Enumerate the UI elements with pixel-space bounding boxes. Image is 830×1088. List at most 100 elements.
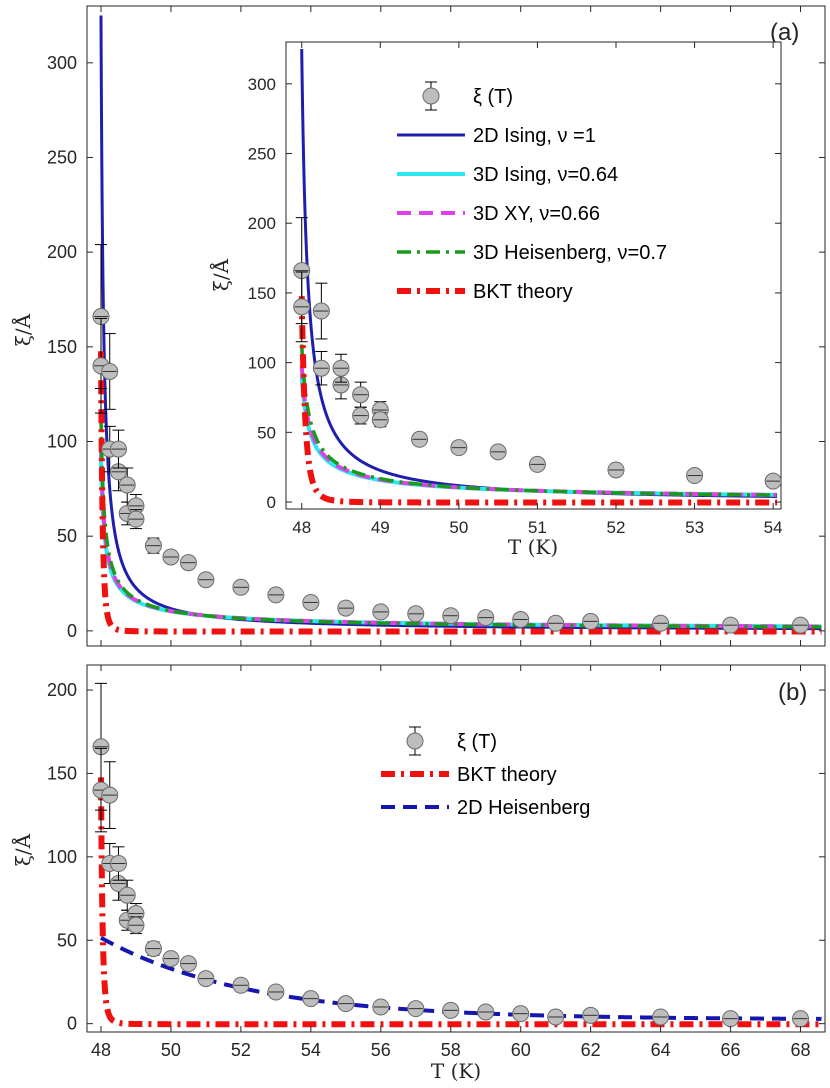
panel-b-ylabel: ξ/Å bbox=[10, 833, 35, 866]
panel-a-point-10 bbox=[144, 537, 162, 555]
inset-point-1 bbox=[293, 271, 311, 343]
panel-a-ticks: 0 50 100 150 200 250 300 bbox=[47, 6, 825, 646]
inset-xtick-label-1: 49 bbox=[371, 518, 390, 537]
panel-a-frame bbox=[86, 5, 826, 647]
panel-b-point-19 bbox=[407, 1000, 425, 1018]
panel-a-point-12 bbox=[179, 554, 197, 572]
panel-a-ytick-label-0: 0 bbox=[67, 621, 77, 641]
panel-a-ytick-label-3: 150 bbox=[47, 337, 77, 357]
inset-ytick-label-2: 100 bbox=[248, 354, 276, 373]
panel-a-point-26 bbox=[722, 616, 740, 634]
panel-b-legend-label-1: BKT theory bbox=[457, 764, 557, 786]
panel-b-xtick-label-9: 66 bbox=[721, 1040, 741, 1060]
panel-a-point-2 bbox=[101, 333, 119, 410]
inset-legend-label-3: 3D XY, ν=0.66 bbox=[473, 203, 600, 225]
inset-ticks: 48 49 50 51 52 53 54 0 50 100 150 200 250 300 bbox=[248, 42, 783, 537]
inset-point-2 bbox=[312, 282, 330, 340]
inset-point-14 bbox=[607, 461, 625, 479]
inset-legend-label-2: 3D Ising, ν=0.64 bbox=[473, 164, 618, 186]
inset-legend-label-4: 3D Heisenberg, ν=0.7 bbox=[473, 242, 667, 264]
inset-ytick-label-4: 200 bbox=[248, 214, 276, 233]
inset-point-10 bbox=[411, 430, 429, 448]
inset-legend-label-1: 2D Ising, ν =1 bbox=[473, 125, 596, 147]
panel-b-legend: ξ (T) BKT theory 2D Heisenberg bbox=[381, 726, 590, 819]
panel-a-point-16 bbox=[302, 593, 320, 611]
panel-a-point-23 bbox=[547, 614, 565, 632]
panel-b-points bbox=[92, 682, 810, 1028]
panel-b-ytick-label-3: 150 bbox=[47, 763, 77, 783]
inset-legend-entry-0: ξ (T) bbox=[422, 81, 513, 111]
panel-b-point-12 bbox=[179, 955, 197, 973]
panel-a-point-18 bbox=[372, 603, 390, 621]
panel-b-ytick-label-4: 200 bbox=[47, 680, 77, 700]
inset-point-16 bbox=[764, 472, 781, 490]
panel-b-ytick-label-1: 50 bbox=[57, 930, 77, 950]
inset-curve-3 bbox=[299, 344, 778, 497]
panel-a-point-24 bbox=[582, 612, 600, 630]
panel-b-legend-entry-2: 2D Heisenberg bbox=[381, 797, 590, 819]
panel-b-xtick-label-0: 48 bbox=[91, 1040, 111, 1060]
inset-legend-entry-5: BKT theory bbox=[397, 281, 573, 303]
inset-curve-4 bbox=[298, 296, 778, 506]
panel-b-point-17 bbox=[337, 995, 355, 1013]
inset-curve-2 bbox=[299, 365, 778, 497]
panel-b: 48 50 52 54 56 58 60 62 64 66 68 0 50 100 150 200 ξ/Å T… bbox=[10, 664, 826, 1083]
panel-a-ytick-label-4: 200 bbox=[47, 242, 77, 262]
panel-b-xtick-label-5: 58 bbox=[441, 1040, 461, 1060]
panel-a-curve-4 bbox=[97, 351, 822, 635]
panel-a-ytick-label-5: 250 bbox=[47, 147, 77, 167]
inset-ytick-label-1: 50 bbox=[257, 423, 276, 442]
panel-b-ytick-label-0: 0 bbox=[67, 1014, 77, 1034]
panel-a-point-22 bbox=[512, 610, 530, 628]
inset-ytick-label-0: 0 bbox=[267, 493, 276, 512]
inset-ytick-label-5: 250 bbox=[248, 145, 276, 164]
panel-a-ytick-label-2: 100 bbox=[47, 432, 77, 452]
panel-a-point-25 bbox=[652, 614, 670, 632]
inset-point-7 bbox=[352, 406, 370, 425]
inset-xtick-label-6: 54 bbox=[764, 518, 783, 537]
inset-legend: ξ (T) 2D Ising, ν =1 3D Ising, ν=0.64 3D XY… bbox=[397, 81, 667, 303]
panel-b-point-10 bbox=[144, 940, 162, 958]
inset-point-15 bbox=[686, 467, 704, 485]
inset-frame bbox=[285, 41, 782, 510]
panel-b-point-9 bbox=[127, 916, 145, 935]
inset-xtick-label-3: 51 bbox=[528, 518, 547, 537]
inset-point-11 bbox=[450, 439, 468, 457]
panel-a-point-19 bbox=[407, 605, 425, 623]
panel-a-points bbox=[92, 244, 810, 634]
panel-b-xtick-label-2: 52 bbox=[231, 1040, 251, 1060]
panel-a-curve-3 bbox=[99, 416, 822, 629]
panel-a-point-5 bbox=[109, 429, 127, 469]
panel-b-point-11 bbox=[162, 950, 180, 968]
panel-b-point-5 bbox=[109, 846, 127, 881]
panel-a-curve-0 bbox=[99, 15, 822, 631]
panel-b-frame bbox=[86, 664, 826, 1033]
inset-point-6 bbox=[352, 381, 370, 408]
panel-a-point-13 bbox=[197, 571, 215, 589]
panel-a-series bbox=[97, 15, 822, 635]
inset-series bbox=[298, 48, 778, 506]
panel-b-xtick-label-3: 54 bbox=[301, 1040, 321, 1060]
panel-b-legend-entry-1: BKT theory bbox=[381, 764, 557, 786]
panel-b-point-22 bbox=[512, 1005, 530, 1023]
panel-a-point-17 bbox=[337, 599, 355, 617]
inset-xtick-label-5: 53 bbox=[685, 518, 704, 537]
panel-b-point-23 bbox=[547, 1008, 565, 1026]
inset-xtick-label-0: 48 bbox=[292, 518, 311, 537]
inset-legend-entry-4: 3D Heisenberg, ν=0.7 bbox=[397, 242, 667, 264]
panel-a-ytick-label-1: 50 bbox=[57, 526, 77, 546]
panel-b-legend-label-0: ξ (T) bbox=[457, 731, 497, 753]
inset-point-13 bbox=[528, 455, 546, 473]
panel-b-point-21 bbox=[477, 1003, 495, 1021]
panel-a-point-27 bbox=[792, 616, 810, 634]
panel-b-xtick-label-10: 68 bbox=[791, 1040, 811, 1060]
panel-a-point-21 bbox=[477, 609, 495, 627]
panel-b-xtick-label-7: 62 bbox=[581, 1040, 601, 1060]
panel-b-ytick-label-2: 100 bbox=[47, 847, 77, 867]
inset-legend-label-5: BKT theory bbox=[473, 281, 573, 303]
panel-a-point-14 bbox=[232, 578, 250, 596]
inset-point-12 bbox=[489, 443, 507, 461]
panel-b-legend-entry-0: ξ (T) bbox=[406, 726, 497, 756]
inset-point-9 bbox=[371, 411, 389, 429]
